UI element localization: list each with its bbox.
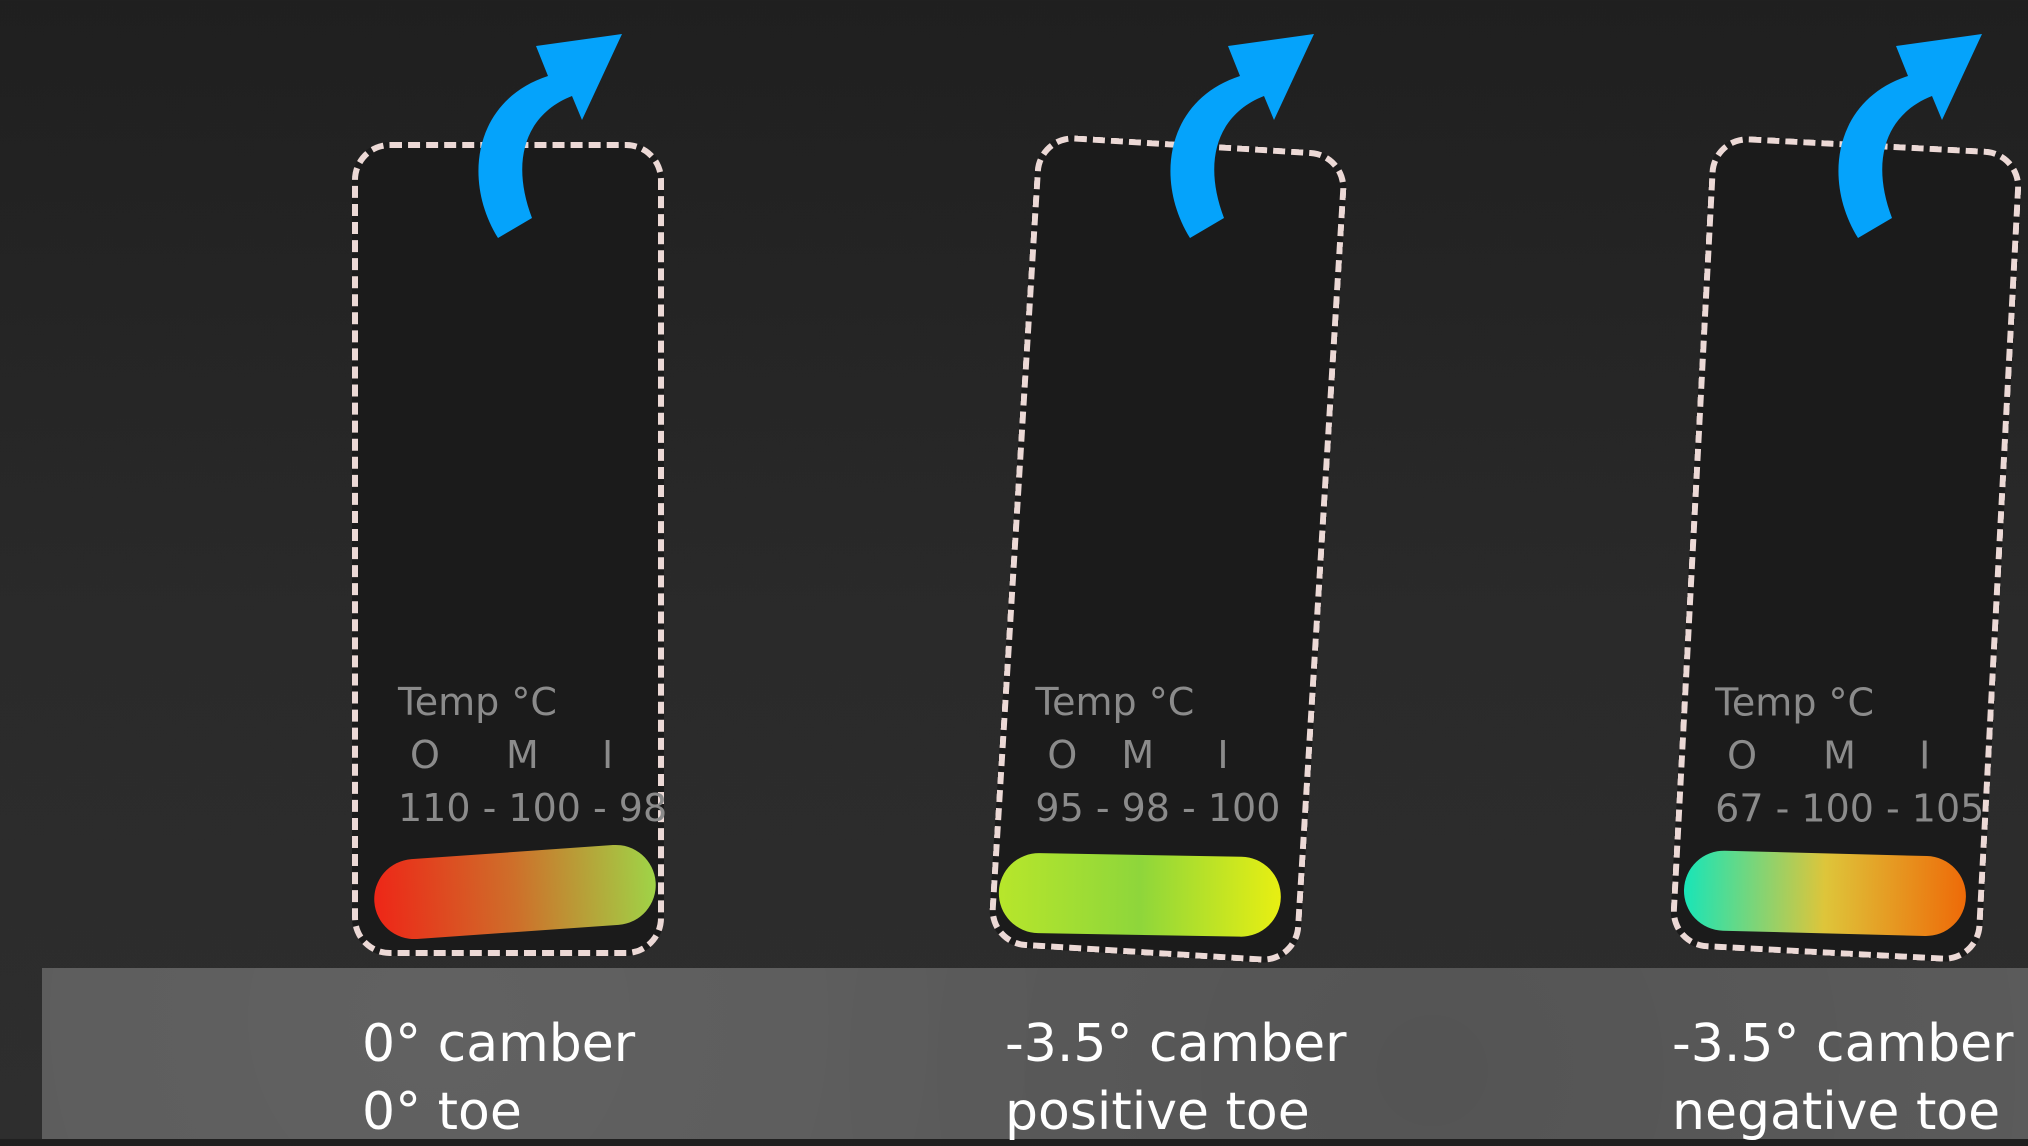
temp-values: 95 - 98 - 100 [1035,785,1281,830]
rotation-arrow-icon [478,34,622,238]
rotation-arrow-shape [1170,34,1314,238]
tire-outline [352,142,664,956]
caption-camber: -3.5° camber [1672,1014,2014,1074]
temp-values: 67 - 100 - 105 [1715,786,1985,831]
caption-tire-1: 0° camber 0° toe [362,1010,635,1146]
temp-label: Temp °C [1035,679,1195,724]
temp-label: Temp °C [398,680,557,724]
temp-values: 110 - 100 - 98 [398,786,668,830]
rotation-arrow-shape [478,34,622,238]
caption-camber: -3.5° camber [1005,1014,1347,1074]
caption-tire-2: -3.5° camber positive toe [1005,1010,1346,1146]
col-outer-label: O [1727,733,1758,778]
tire-diagram-3: Temp °C O M I 67 - 100 - 105 [1668,134,2024,964]
tire-outline [1668,134,2024,964]
contact-patch-heat [998,852,1282,938]
caption-toe: 0° toe [362,1082,522,1142]
caption-toe: positive toe [1005,1082,1310,1142]
rotation-arrow-icon [1838,34,1982,238]
col-middle-label: M [1823,733,1856,778]
col-outer-label: O [1047,732,1078,777]
road-surface [42,968,2028,1139]
col-middle-label: M [506,733,539,777]
rotation-arrow-icon [1170,34,1314,238]
contact-patch-heat [1682,849,1967,938]
col-inner-label: I [1919,733,1931,778]
tire-outline [987,133,1349,965]
caption-camber: 0° camber [362,1014,636,1074]
rotation-arrow-shape [1838,34,1982,238]
temp-label: Temp °C [1715,680,1875,725]
caption-tire-3: -3.5° camber negative toe [1672,1010,2013,1146]
col-outer-label: O [410,733,440,777]
temperature-readout: Temp °C O M I 67 - 100 - 105 [1715,676,1984,835]
temperature-readout: Temp °C O M I 110 - 100 - 98 [398,676,667,835]
col-inner-label: I [1217,732,1229,777]
caption-toe: negative toe [1672,1082,2001,1142]
tire-diagram-1: Temp °C O M I 110 - 100 - 98 [352,142,667,956]
col-inner-label: I [602,733,614,777]
col-middle-label: M [1121,732,1155,777]
